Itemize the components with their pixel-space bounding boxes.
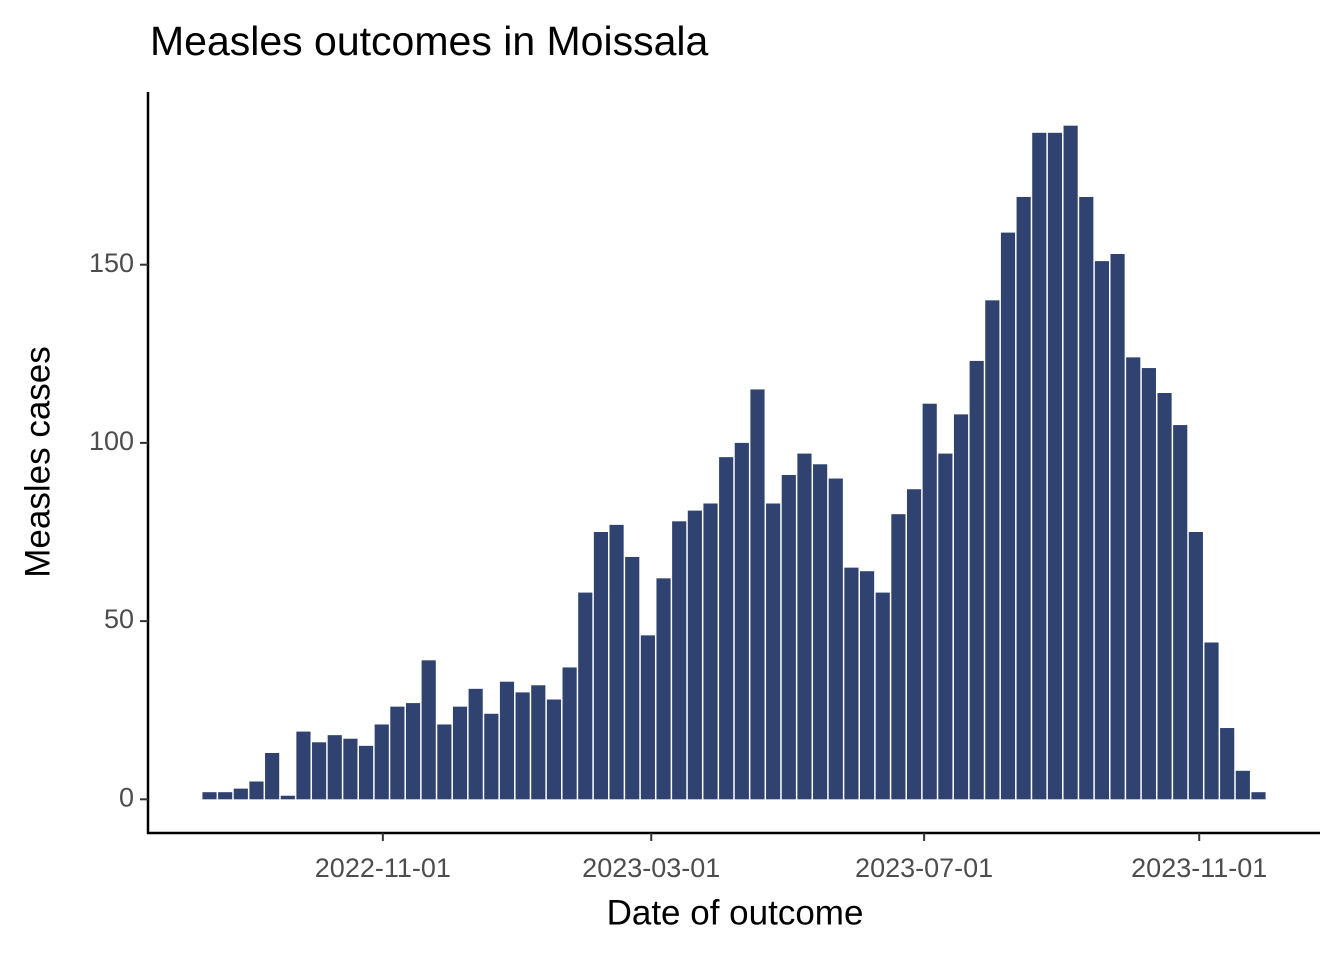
bar xyxy=(844,567,859,800)
bar xyxy=(1157,392,1172,800)
bar xyxy=(625,556,640,800)
bar xyxy=(1173,425,1188,800)
bar xyxy=(1000,232,1016,800)
bar xyxy=(1251,792,1266,800)
bar xyxy=(1047,132,1063,800)
bar xyxy=(1220,728,1235,800)
bar xyxy=(813,464,828,800)
y-axis-title: Measles cases xyxy=(18,346,57,577)
bar xyxy=(390,706,405,800)
bar xyxy=(452,706,468,800)
bar xyxy=(609,524,624,800)
bar xyxy=(578,592,593,800)
bar xyxy=(233,788,248,800)
bar xyxy=(1094,261,1110,800)
bar xyxy=(484,713,499,800)
bar xyxy=(218,792,233,800)
bar xyxy=(1235,770,1250,800)
bar xyxy=(875,592,890,800)
bar xyxy=(797,453,812,800)
bar xyxy=(656,578,671,800)
bar xyxy=(499,681,515,800)
bar xyxy=(1188,532,1203,800)
bar xyxy=(593,532,608,800)
bar xyxy=(280,795,295,800)
bar xyxy=(296,731,311,800)
bar xyxy=(468,688,483,800)
x-tick-label: 2023-11-01 xyxy=(1131,853,1267,883)
bar xyxy=(703,503,718,800)
bar xyxy=(985,300,1000,800)
bar xyxy=(828,478,843,800)
bar xyxy=(1110,253,1125,800)
x-tick-label: 2022-11-01 xyxy=(315,853,451,883)
bar xyxy=(515,692,530,800)
bar xyxy=(750,389,765,800)
bar xyxy=(781,474,796,800)
bar xyxy=(953,414,969,800)
x-tick-label: 2023-07-01 xyxy=(855,853,993,883)
bar xyxy=(922,403,937,800)
bar xyxy=(312,742,327,800)
bar xyxy=(1016,196,1031,800)
bar xyxy=(1063,125,1078,800)
bar xyxy=(405,703,421,800)
bar xyxy=(531,685,546,800)
y-tick-label: 50 xyxy=(104,604,134,634)
bar xyxy=(1141,368,1156,800)
bar xyxy=(1204,642,1219,800)
bar xyxy=(437,724,452,800)
bar xyxy=(734,442,749,800)
bar xyxy=(687,510,702,800)
bar xyxy=(421,660,436,800)
bar xyxy=(562,667,577,800)
bar xyxy=(860,571,875,800)
y-tick-label: 0 xyxy=(119,782,134,812)
bar xyxy=(374,724,389,800)
bar xyxy=(358,745,374,800)
bar xyxy=(766,503,781,800)
bar xyxy=(546,699,562,800)
bar xyxy=(1032,132,1047,800)
x-tick-label: 2023-03-01 xyxy=(582,853,720,883)
bar xyxy=(891,514,906,800)
bar xyxy=(938,453,953,800)
chart-title: Measles outcomes in Moissala xyxy=(150,18,708,64)
bar xyxy=(202,792,217,800)
bar xyxy=(640,635,655,800)
y-tick-label: 150 xyxy=(89,248,134,278)
bar xyxy=(1079,196,1094,800)
y-tick-label: 100 xyxy=(89,426,134,456)
bar xyxy=(719,457,734,800)
bar xyxy=(1126,357,1141,800)
bar xyxy=(672,521,687,800)
bar xyxy=(327,735,342,800)
bar xyxy=(969,360,984,800)
bar xyxy=(249,781,264,800)
x-axis-title: Date of outcome xyxy=(607,893,864,932)
bar xyxy=(343,738,358,800)
bar xyxy=(906,489,922,800)
bar xyxy=(265,752,280,800)
